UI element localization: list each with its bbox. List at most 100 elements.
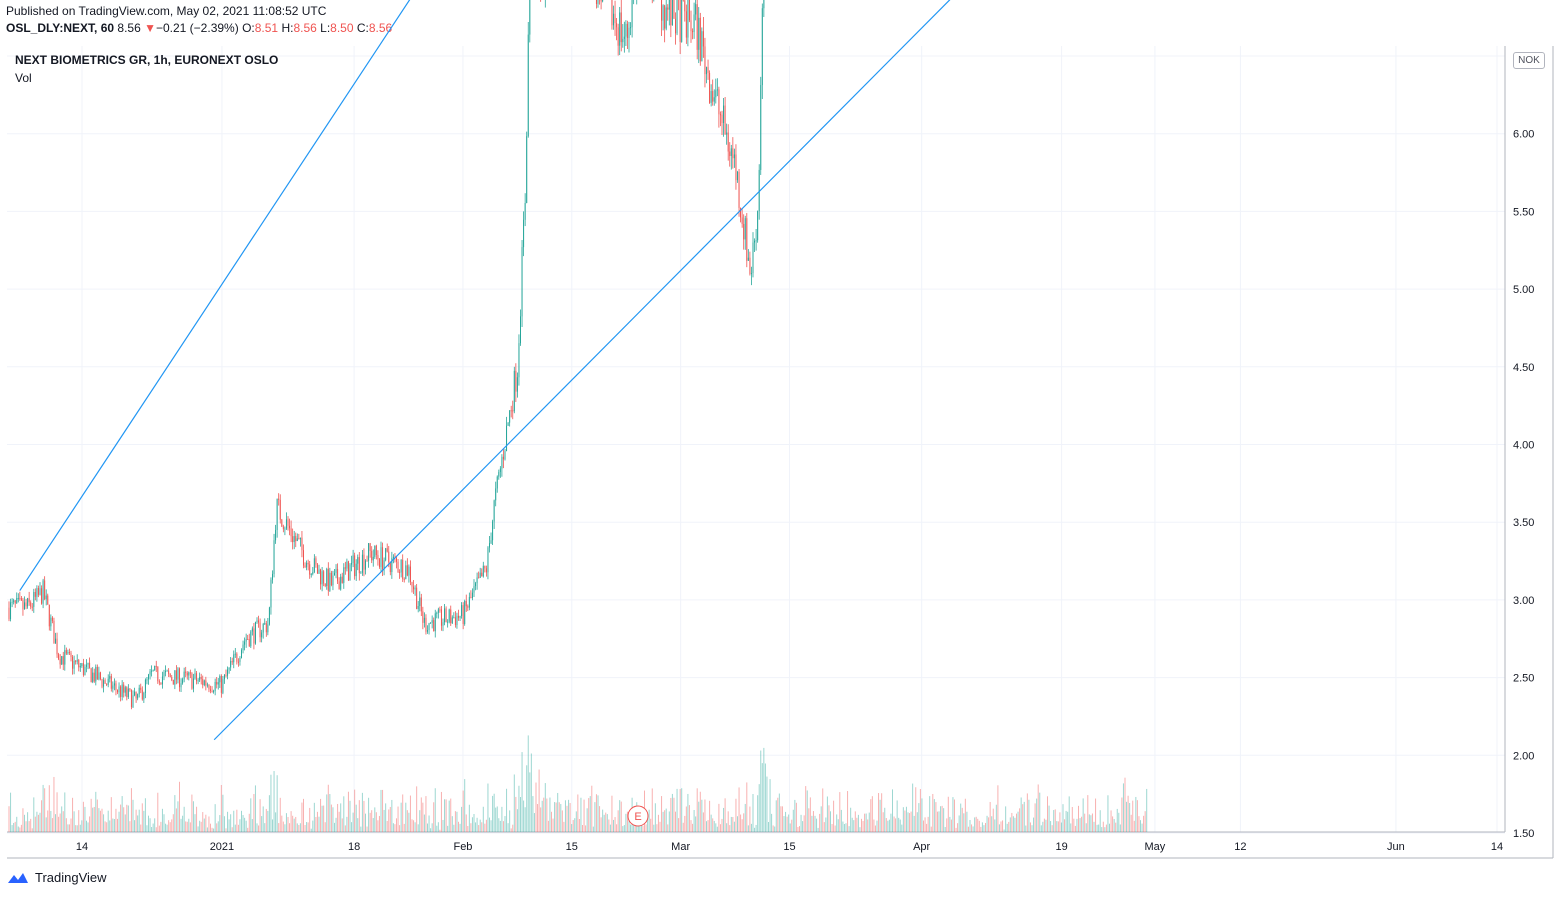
candle-down [354, 552, 356, 580]
candle-body [437, 609, 439, 613]
volume-bar [854, 811, 856, 832]
volume-bar [859, 827, 861, 832]
candle-body [723, 105, 725, 124]
candle-body [272, 573, 273, 580]
candle-body [470, 597, 472, 599]
candle-down [292, 528, 294, 550]
volume-bar [275, 812, 277, 832]
candle-body [117, 689, 118, 693]
volume-bar [845, 823, 847, 832]
volume-bar [231, 827, 233, 832]
candle-body [707, 67, 709, 73]
candle-body [76, 659, 78, 662]
candle-body [175, 670, 177, 680]
volume-bar [549, 797, 551, 832]
volume-bar [284, 824, 286, 832]
candle-body [346, 561, 348, 569]
volume-bar [526, 765, 528, 832]
candle-body [174, 670, 176, 685]
volume-bar [168, 820, 170, 832]
volume-bar [946, 818, 948, 832]
candle-up [310, 573, 312, 578]
candle-body [690, 20, 692, 32]
published-caption: Published on TradingView.com, May 02, 20… [6, 4, 326, 18]
candle-body [73, 660, 75, 669]
volume-bar [721, 818, 723, 832]
volume-bar [1099, 810, 1101, 832]
candle-body [402, 559, 404, 579]
volume-bar [791, 819, 793, 832]
candle-body [30, 602, 32, 607]
candle-body [227, 669, 229, 676]
candle-down [90, 667, 92, 683]
volume-bar [816, 818, 818, 832]
candle-body [236, 653, 238, 662]
candle-down [403, 577, 405, 583]
volume-bar [208, 816, 210, 832]
volume-bar [783, 816, 785, 832]
candle-body [740, 207, 742, 218]
candle-up [188, 671, 190, 681]
candle-down [323, 570, 325, 587]
candle-down [200, 673, 202, 685]
candle-body [665, 7, 667, 29]
candle-up [143, 691, 145, 703]
volume-bar [1067, 811, 1069, 832]
candle-down [189, 669, 191, 679]
candle-up [98, 666, 100, 681]
volume-bar [253, 793, 255, 832]
volume-bar [774, 826, 776, 832]
volume-bar [320, 798, 322, 832]
candle-up [495, 481, 497, 507]
price-tick-label: 1.50 [1513, 828, 1534, 840]
candle-down [667, 4, 669, 21]
candle-down [225, 669, 227, 678]
candle-body [516, 377, 518, 392]
price-axis: 1.502.002.503.003.504.004.505.005.506.00… [1513, 51, 1534, 840]
channel-lower-line [213, 0, 951, 741]
volume-bar [588, 798, 590, 832]
volume-bar [992, 808, 994, 832]
currency-label[interactable]: NOK [1513, 52, 1545, 69]
candle-body [687, 0, 689, 38]
candle-body [467, 606, 469, 608]
candle-down [62, 651, 64, 671]
volume-bar [589, 796, 591, 832]
volume-bar [236, 809, 238, 832]
candle-up [475, 581, 477, 591]
volume-bar [1062, 804, 1064, 832]
volume-bar [679, 789, 681, 832]
candle-down [746, 213, 748, 268]
volume-bar [532, 796, 534, 832]
candle-body [337, 568, 339, 582]
candle-down [670, 0, 672, 38]
candle-body [242, 644, 244, 651]
candle-body [738, 171, 740, 208]
candle-down [413, 579, 415, 594]
candle-body [458, 615, 459, 618]
volume-bar [630, 824, 632, 832]
footer-brand[interactable]: TradingView [6, 870, 107, 885]
volume-bar [200, 821, 202, 832]
candle-body [101, 679, 103, 687]
volume-bar [949, 816, 951, 832]
candle-body [340, 576, 342, 590]
volume-bar [478, 825, 480, 832]
volume-bar [653, 824, 655, 832]
candle-body [223, 675, 225, 680]
candle-up [524, 193, 526, 227]
volume-bar [1033, 817, 1035, 832]
volume-bar [360, 826, 362, 832]
volume-bars [8, 735, 1148, 832]
candle-up [351, 555, 353, 572]
volume-bar [36, 811, 38, 832]
volume-bar [964, 798, 966, 832]
candle-down [115, 680, 117, 696]
volume-bar [755, 824, 757, 832]
candle-body [334, 572, 335, 576]
candle-up [326, 567, 328, 590]
candle-body [113, 683, 115, 686]
candle-body [326, 568, 328, 587]
volume-bar [551, 811, 552, 832]
